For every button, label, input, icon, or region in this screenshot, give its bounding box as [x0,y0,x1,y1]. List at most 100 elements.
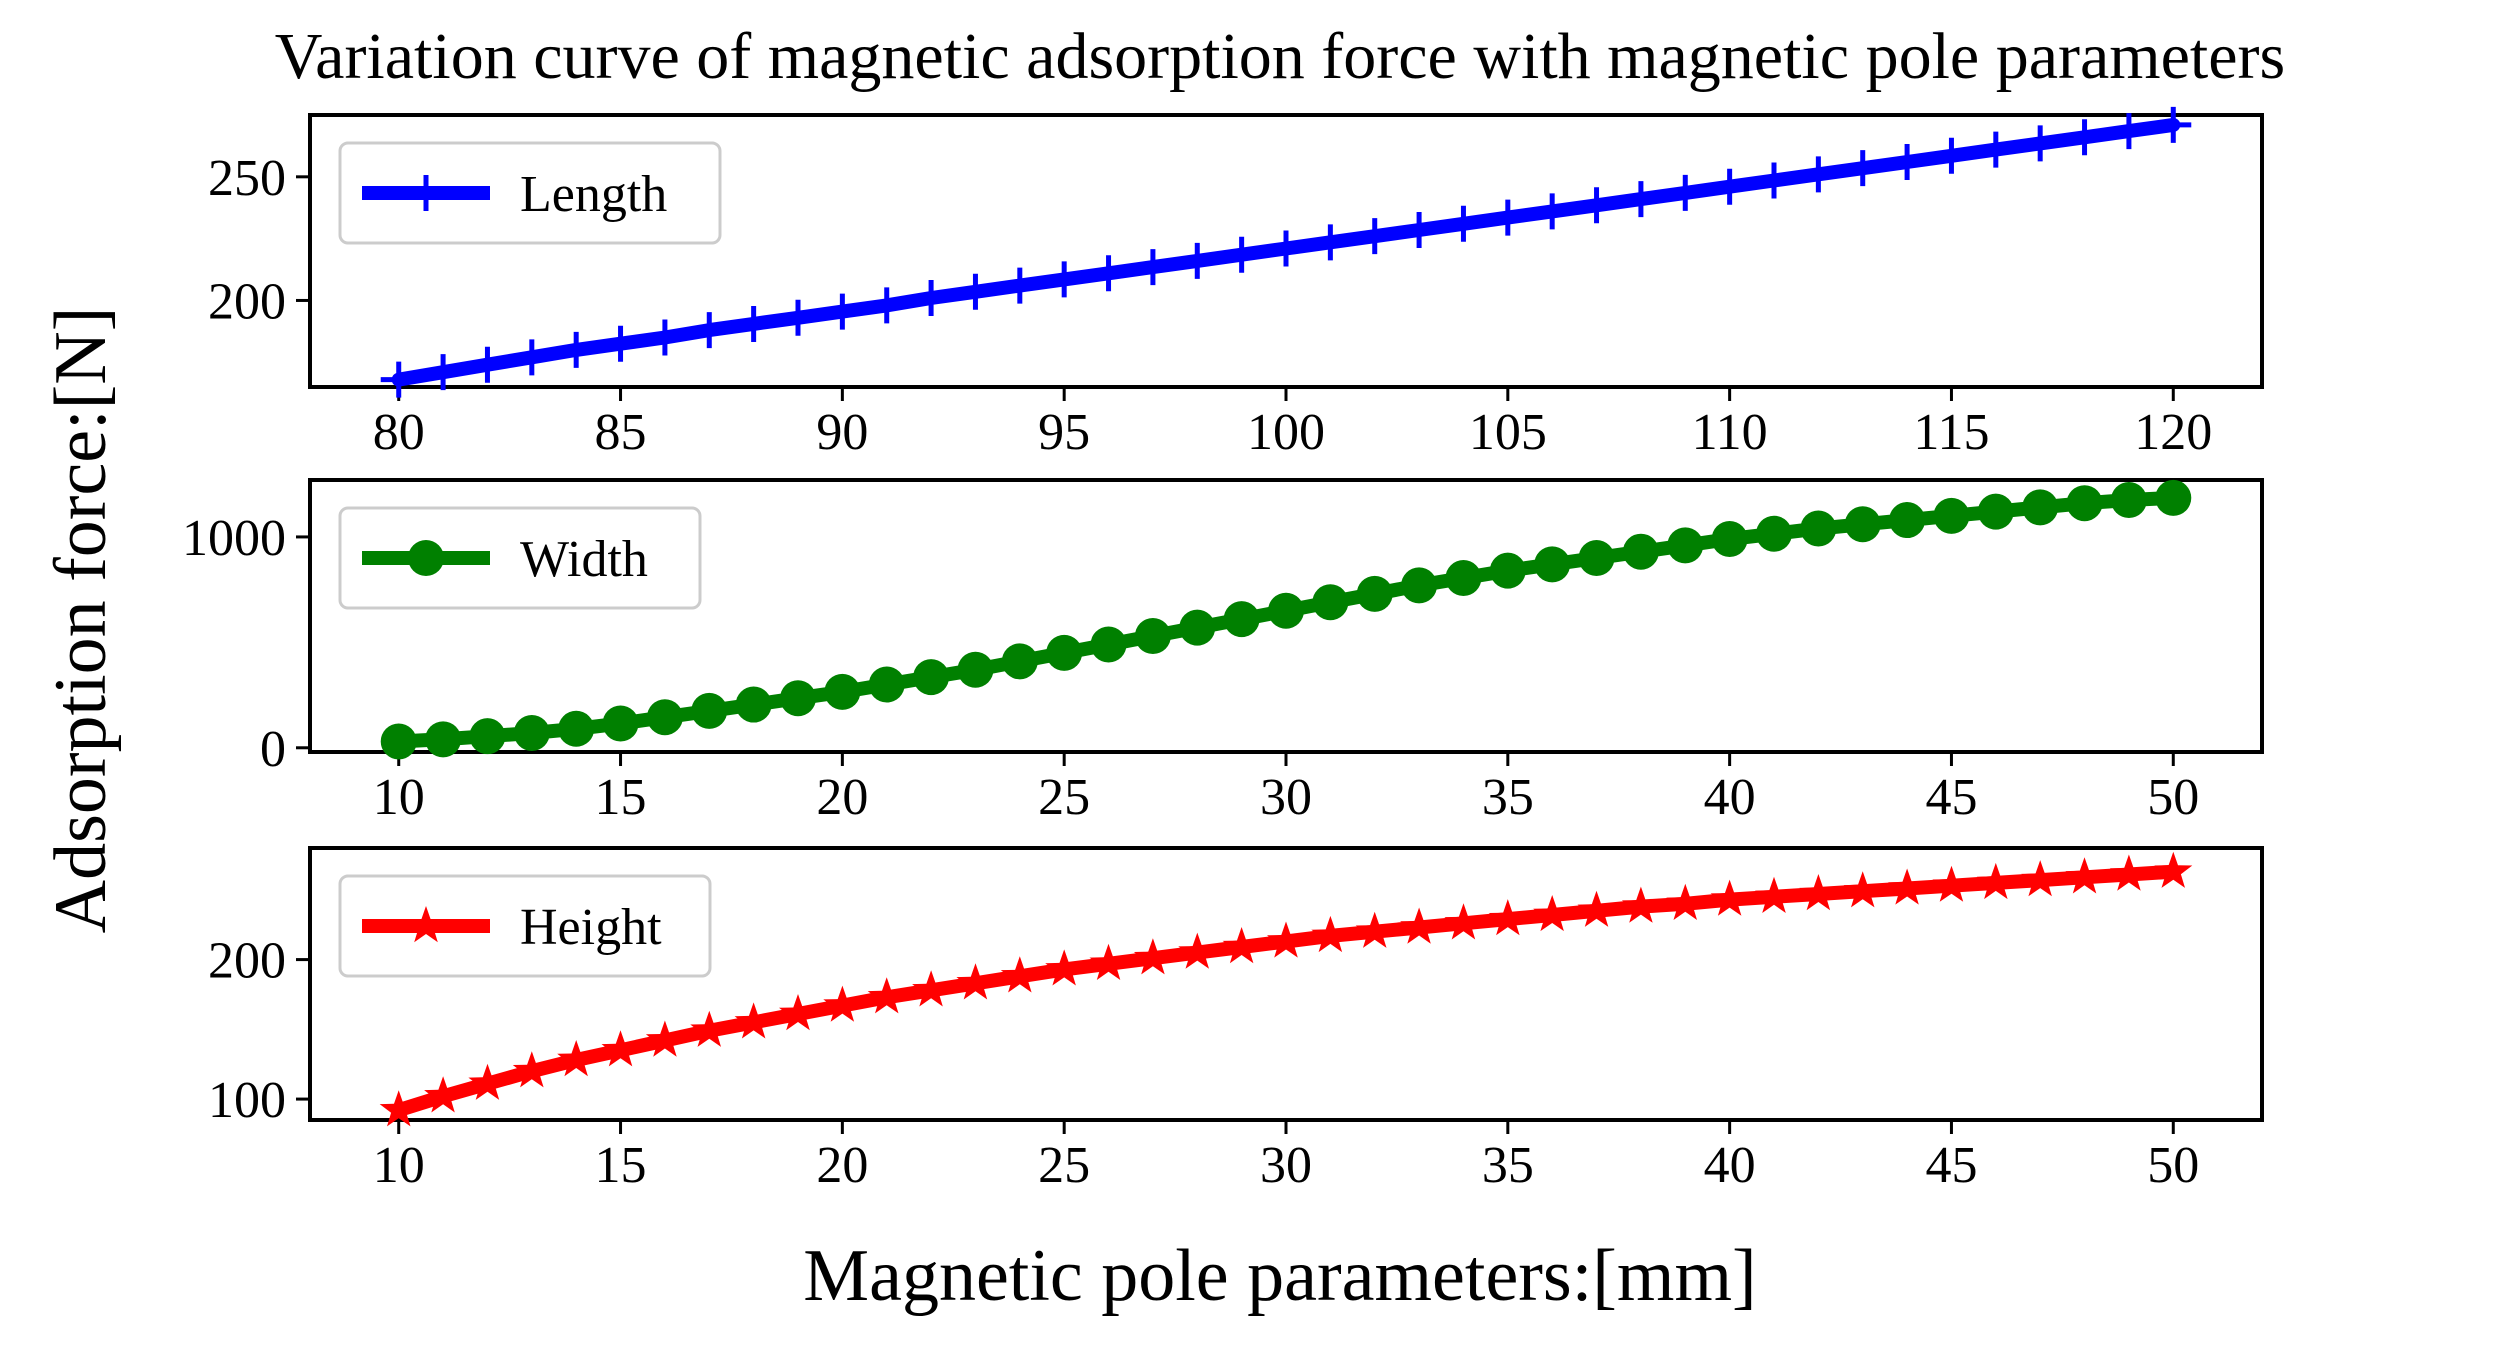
data-point [1534,546,1571,583]
data-point [780,299,816,336]
x-tick-label: 40 [1704,769,1756,826]
data-point [2066,485,2103,522]
data-point [1756,515,1792,552]
data-point [780,680,816,717]
x-tick-label: 40 [1704,1137,1756,1194]
x-tick-label: 100 [1247,404,1325,461]
data-point [1622,181,1659,218]
x-tick-label: 15 [595,1137,647,1194]
data-point [468,1063,507,1100]
data-point [1578,187,1615,224]
data-point [1312,224,1349,261]
data-point [868,287,905,324]
data-point [957,273,994,310]
data-point [1577,890,1616,927]
x-tick-label: 115 [1913,404,1989,461]
data-point [469,346,506,383]
x-tick-label: 10 [373,1137,425,1194]
data-point [1933,137,1970,174]
data-point [2110,482,2147,519]
legend-marker [407,906,445,943]
data-point [425,354,462,391]
data-point [1355,911,1394,948]
legend-box [338,141,722,245]
data-point [956,963,995,1000]
data-point [513,339,550,376]
legend-label: Width [520,531,648,588]
data-point [558,710,595,747]
data-point [1356,575,1393,612]
data-point [913,279,950,316]
data-point [1223,236,1260,273]
x-tick-label: 110 [1692,404,1768,461]
x-tick-label: 45 [1925,769,1977,826]
data-point [2109,854,2148,891]
data-point [2065,857,2104,894]
data-point [1445,560,1482,597]
data-point [1090,255,1127,292]
subplot-length: 80 85 90 95 100 105 110 115 120 200 250 Length [208,106,2264,461]
data-point [1977,493,2014,530]
data-point [2110,113,2147,150]
legend-marker [408,175,444,211]
data-point [1756,162,1792,199]
data-point [1179,242,1216,279]
data-point [424,1076,463,1113]
x-tick-label: 50 [2147,1137,2199,1194]
data-point [513,715,550,752]
data-point [425,721,462,758]
data-point [1444,903,1483,940]
data-point [2021,860,2060,897]
data-point [1977,131,2014,168]
data-point [1888,868,1927,905]
data-point [646,319,683,356]
data-point [691,312,728,349]
x-tick-label: 105 [1469,404,1547,461]
data-point [1489,552,1526,589]
x-tick-label: 20 [816,769,868,826]
data-point [1889,502,1926,539]
x-tick-label: 35 [1482,1137,1534,1194]
data-point [601,1030,640,1067]
data-point [735,686,772,723]
data-point [691,692,728,729]
x-tick-label: 25 [1038,1137,1090,1194]
data-point [1401,567,1438,604]
data-point [1800,510,1837,547]
data-point [512,1051,551,1088]
subplot-width: 10 15 20 25 30 35 40 45 50 0 1000 Width [182,478,2264,826]
y-tick-label: 0 [260,721,286,778]
series-width [380,479,2192,760]
data-point [1445,205,1482,242]
data-point [2022,125,2059,162]
series-height [379,851,2193,1127]
legend-box [338,874,712,978]
legend-box [338,506,702,610]
data-point [1089,943,1128,980]
series-length [380,106,2192,398]
x-tick-label: 35 [1482,769,1534,826]
data-point [1889,143,1926,180]
data-point [1223,601,1260,638]
data-point [1000,956,1039,993]
data-point [1976,862,2015,900]
x-tick-label: 10 [373,769,425,826]
data-point [779,994,817,1031]
data-point [1932,865,1971,902]
data-point [868,666,905,703]
data-point [646,699,683,736]
data-point [1001,267,1038,304]
x-tick-label: 45 [1925,1137,1977,1194]
x-tick-label: 15 [595,769,647,826]
data-point [1711,521,1748,558]
chart-title: Variation curve of magnetic adsorption f… [275,20,2285,93]
data-point [1533,895,1572,932]
data-point [1667,527,1704,564]
x-tick-label: 20 [816,1137,868,1194]
data-point [1134,618,1171,655]
data-point [1222,927,1261,964]
x-tick-label: 50 [2147,769,2199,826]
data-point [1844,506,1881,543]
data-point [1488,899,1527,936]
